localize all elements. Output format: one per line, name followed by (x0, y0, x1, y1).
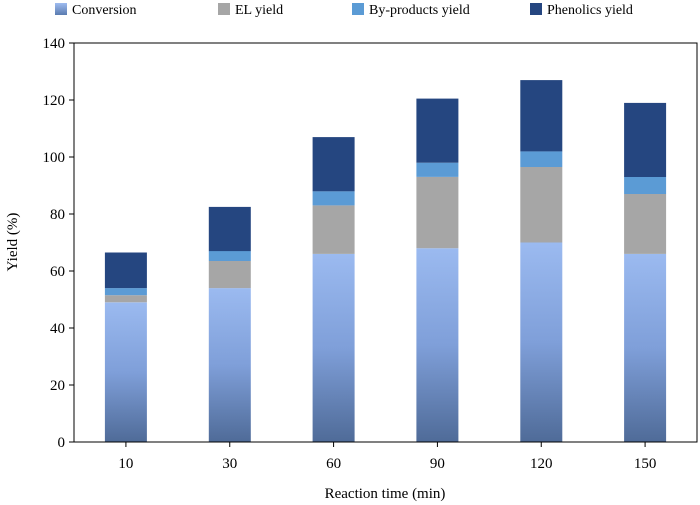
legend-label-el-yield: EL yield (235, 3, 284, 18)
x-tick-label-30: 30 (222, 456, 237, 472)
bar-segment-by-products-yield-60 (312, 191, 355, 206)
bar-segment-conversion-150 (624, 253, 667, 442)
bar-segment-el-yield-120 (520, 167, 563, 243)
y-tick-label-120: 120 (43, 93, 66, 109)
y-tick-label-80: 80 (50, 207, 65, 223)
bar-segment-el-yield-10 (104, 295, 147, 303)
y-tick-label-60: 60 (50, 264, 65, 280)
legend-swatch-by-products-yield (352, 3, 364, 15)
bar-segment-phenolics-yield-30 (208, 206, 251, 252)
bar-segment-el-yield-60 (312, 205, 355, 254)
y-tick-label-140: 140 (43, 36, 66, 52)
y-tick-label-20: 20 (50, 378, 65, 394)
bar-segment-phenolics-yield-60 (312, 137, 355, 192)
bar-segment-by-products-yield-90 (416, 162, 459, 177)
y-tick-label-0: 0 (58, 435, 66, 451)
bar-segment-conversion-90 (416, 248, 459, 442)
legend-swatch-phenolics-yield (530, 3, 542, 15)
bar-segment-by-products-yield-10 (104, 288, 147, 296)
legend-label-by-products-yield: By-products yield (369, 3, 470, 18)
bar-segment-conversion-30 (208, 288, 251, 442)
bar-segment-el-yield-150 (624, 194, 667, 254)
bar-segment-by-products-yield-30 (208, 251, 251, 261)
bar-segment-el-yield-90 (416, 176, 459, 249)
bar-segment-phenolics-yield-120 (520, 80, 563, 152)
bar-segment-conversion-10 (104, 302, 147, 442)
x-axis-title: Reaction time (min) (325, 486, 446, 502)
x-tick-label-90: 90 (430, 456, 445, 472)
bar-segment-phenolics-yield-90 (416, 98, 459, 163)
y-tick-label-100: 100 (43, 150, 66, 166)
legend-item-phenolics-yield: Phenolics yield (530, 3, 633, 19)
y-tick-label-40: 40 (50, 321, 65, 337)
legend-label-conversion: Conversion (72, 3, 137, 18)
y-axis-title: Yield (%) (5, 213, 21, 272)
bar-segment-phenolics-yield-150 (624, 102, 667, 177)
legend-item-el-yield: EL yield (218, 3, 283, 19)
bar-segment-by-products-yield-150 (624, 176, 667, 194)
legend-item-conversion: Conversion (55, 3, 137, 19)
bar-segment-conversion-120 (520, 242, 563, 442)
legend-item-by-products-yield: By-products yield (352, 3, 470, 19)
plot-frame (73, 42, 698, 443)
bars-layer (104, 80, 667, 442)
bar-segment-phenolics-yield-10 (104, 252, 147, 289)
x-tick-label-60: 60 (326, 456, 341, 472)
bar-segment-by-products-yield-120 (520, 151, 563, 167)
legend-swatch-conversion (55, 3, 67, 15)
axes-layer: 10 30 60 90 120 150 0 20 40 60 80 100 120 140 (43, 36, 698, 472)
x-tick-label-150: 150 (634, 456, 657, 472)
legend: Conversion EL yield By-products yield Ph… (0, 0, 700, 26)
x-tick-label-120: 120 (530, 456, 553, 472)
legend-swatch-el-yield (218, 3, 230, 15)
legend-label-phenolics-yield: Phenolics yield (547, 3, 633, 18)
bar-segment-el-yield-30 (208, 261, 251, 289)
x-tick-label-10: 10 (118, 456, 133, 472)
bar-segment-conversion-60 (312, 253, 355, 442)
